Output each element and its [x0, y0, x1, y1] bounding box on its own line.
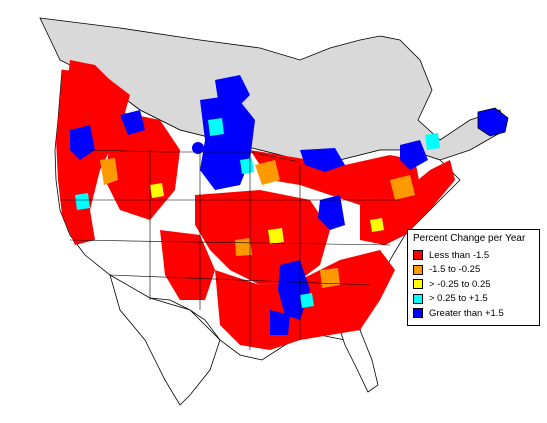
yellow-patch-3	[370, 218, 384, 232]
state-border-6	[69, 239, 391, 246]
cyan-patch-3	[425, 133, 440, 150]
legend-item: > -0.25 to 0.25	[413, 277, 534, 292]
blue-patch-midwest	[318, 195, 345, 230]
legend-entries: Less than -1.5 -1.5 to -0.25 > -0.25 to 0.…	[413, 248, 534, 321]
political-borders	[60, 149, 400, 350]
blue-patch-mountain	[120, 110, 145, 135]
legend-item: Greater than +1.5	[413, 306, 534, 321]
orange-patch-northeast	[390, 175, 415, 200]
legend-swatch	[413, 308, 423, 319]
red-patch-alaska-border	[68, 60, 110, 95]
legend-title: Percent Change per Year	[413, 233, 526, 244]
legend-label: Greater than +1.5	[429, 307, 504, 319]
blue-patch-west	[70, 125, 95, 160]
cyan-patch-2	[75, 193, 90, 210]
legend-item: Less than -1.5	[413, 248, 534, 263]
legend-swatch	[413, 264, 423, 275]
red-patch-northeast	[360, 160, 455, 245]
map-legend: Percent Change per Year Less than -1.5 -1…	[407, 229, 540, 326]
florida	[339, 329, 379, 393]
legend-item: > 0.25 to +1.5	[413, 292, 534, 307]
cyan-patch-4	[300, 293, 314, 308]
red-patch-southwest	[160, 230, 215, 300]
blue-patch-northeast	[400, 140, 428, 170]
yellow-patch-1	[268, 228, 284, 244]
orange-patch-plains	[235, 238, 252, 256]
cyan-patch-1	[208, 118, 224, 136]
mexico-region	[109, 274, 221, 406]
legend-label: -1.5 to -0.25	[429, 264, 481, 276]
blue-patch-isolated	[192, 142, 204, 154]
newfoundland	[477, 107, 509, 137]
legend-label: Less than -1.5	[429, 249, 490, 261]
trend-patches	[56, 60, 455, 350]
orange-patch-south	[320, 268, 340, 288]
legend-swatch	[413, 250, 423, 261]
legend-label: > 0.25 to +1.5	[429, 293, 488, 305]
orange-patch-west	[100, 158, 118, 185]
yellow-patch-2	[150, 183, 164, 198]
state-border-7	[109, 274, 371, 286]
legend-item: -1.5 to -0.25	[413, 263, 534, 278]
blue-patch-south	[270, 310, 290, 335]
blue-patch-great-lakes	[300, 148, 345, 172]
blue-patch-north	[215, 75, 250, 110]
us-canada-border	[89, 149, 301, 163]
orange-patch-central	[255, 160, 280, 185]
legend-swatch	[413, 279, 423, 290]
legend-label: > -0.25 to 0.25	[429, 278, 491, 290]
legend-swatch	[413, 293, 423, 304]
cyan-patch-5	[240, 158, 254, 174]
red-patch-north-central	[250, 150, 420, 205]
